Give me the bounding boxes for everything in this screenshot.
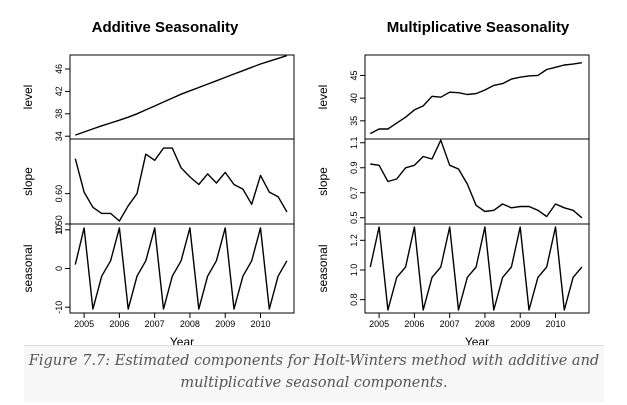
left-seasonal-ytick-label: 10 bbox=[54, 225, 64, 235]
left-slope-series-line bbox=[74, 147, 288, 222]
left-slope-ytick-label: 0.50 bbox=[54, 215, 64, 233]
left-xtick-label: 2006 bbox=[109, 319, 129, 329]
right-xtick-label: 2006 bbox=[404, 319, 424, 329]
right-slope-axis-label: slope bbox=[316, 167, 330, 196]
left-level-ytick-label: 38 bbox=[54, 109, 64, 119]
left-level-series-line bbox=[75, 54, 288, 136]
right-slope-ytick-label: 1.1 bbox=[349, 136, 359, 149]
right-chart-title: Multiplicative Seasonality bbox=[387, 19, 570, 36]
right-xtick-label: 2005 bbox=[369, 319, 389, 329]
left-slope-axis-label: slope bbox=[21, 167, 35, 196]
left-xtick-label: 2010 bbox=[250, 319, 270, 329]
right-slope-series-line bbox=[370, 139, 583, 219]
right-xtick-label: 2007 bbox=[440, 319, 460, 329]
right-slope-panel-frame bbox=[364, 138, 590, 225]
right-slope-ytick-label: 0.5 bbox=[349, 211, 359, 224]
right-seasonal-panel-frame bbox=[364, 223, 590, 314]
caption-box: Figure 7.7: Estimated components for Hol… bbox=[24, 345, 604, 402]
right-seasonal-ytick-label: 1.2 bbox=[349, 234, 359, 247]
left-level-ytick-label: 46 bbox=[54, 64, 64, 74]
right-xtick-label: 2009 bbox=[510, 319, 530, 329]
right-seasonal-series-line bbox=[369, 226, 583, 311]
right-xtick-label: 2010 bbox=[545, 319, 565, 329]
right-level-ytick-label: 35 bbox=[349, 116, 359, 126]
left-xtick-label: 2008 bbox=[180, 319, 200, 329]
left-xtick-label: 2005 bbox=[74, 319, 94, 329]
right-level-ytick-label: 45 bbox=[349, 70, 359, 80]
right-level-series-line bbox=[369, 62, 583, 135]
left-slope-panel-frame bbox=[69, 138, 295, 225]
left-seasonal-series-line bbox=[74, 227, 288, 310]
right-slope-ytick-label: 0.9 bbox=[349, 161, 359, 174]
right-xtick-label: 2008 bbox=[475, 319, 495, 329]
left-level-panel-frame bbox=[69, 54, 295, 140]
left-seasonal-ytick-label: 0 bbox=[54, 266, 64, 271]
left-level-axis-label: level bbox=[21, 85, 35, 110]
left-xtick-label: 2007 bbox=[145, 319, 165, 329]
caption-line-2: multiplicative seasonal components. bbox=[180, 375, 448, 391]
right-level-ytick-label: 40 bbox=[349, 93, 359, 103]
right-seasonal-axis-label: seasonal bbox=[316, 244, 330, 292]
left-xtick-label: 2009 bbox=[215, 319, 235, 329]
caption-line-1: Figure 7.7: Estimated components for Hol… bbox=[28, 353, 600, 369]
left-seasonal-ytick-label: -10 bbox=[54, 301, 64, 314]
left-slope-ytick-label: 0.60 bbox=[54, 185, 64, 203]
left-level-ytick-label: 42 bbox=[54, 86, 64, 96]
figure-caption: Figure 7.7: Estimated components for Hol… bbox=[24, 346, 604, 394]
left-seasonal-axis-label: seasonal bbox=[21, 244, 35, 292]
right-seasonal-ytick-label: 0.8 bbox=[349, 293, 359, 306]
left-chart-title: Additive Seasonality bbox=[92, 19, 239, 36]
right-level-axis-label: level bbox=[316, 85, 330, 110]
right-seasonal-ytick-label: 1.0 bbox=[349, 264, 359, 277]
left-level-ytick-label: 34 bbox=[54, 131, 64, 141]
right-slope-ytick-label: 0.7 bbox=[349, 186, 359, 199]
left-seasonal-panel-frame bbox=[69, 223, 295, 314]
